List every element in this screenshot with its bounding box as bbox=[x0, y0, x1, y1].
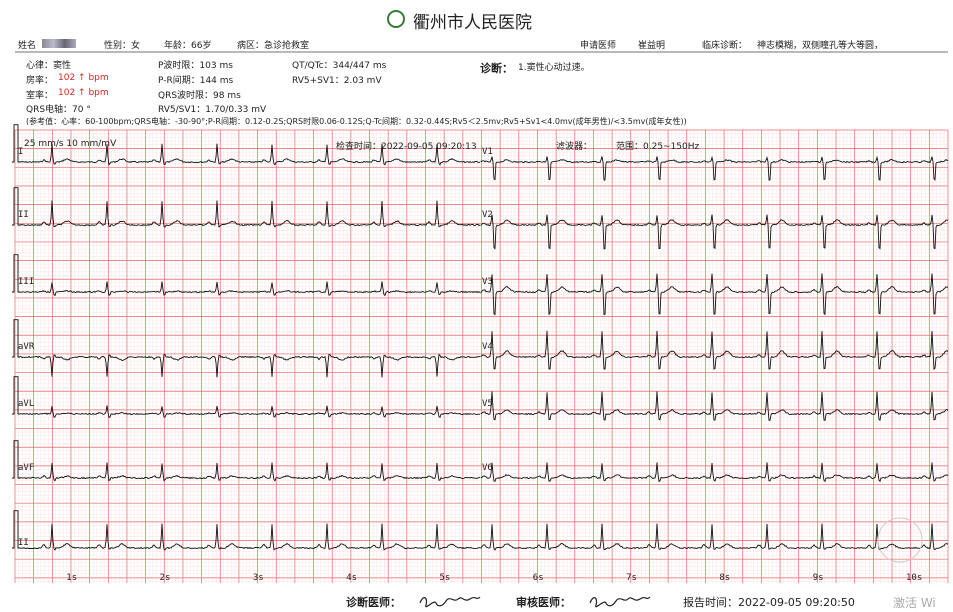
sex: 性别：女 bbox=[104, 41, 141, 51]
qrs-axis: QRS电轴：70 ° bbox=[26, 105, 91, 115]
ventricular-value: 102 ↑ bpm bbox=[58, 88, 109, 98]
rhythm: 心律：窦性 bbox=[26, 61, 72, 71]
second-label: 4s bbox=[346, 573, 357, 583]
lead-label: I bbox=[18, 147, 23, 157]
calibration bbox=[12, 254, 20, 293]
lead-label: V1 bbox=[482, 147, 493, 157]
ecg-trace bbox=[480, 391, 949, 422]
interpretation: 1.窦性心动过速。 bbox=[518, 63, 590, 73]
second-label: 1s bbox=[66, 573, 77, 583]
name-label: 姓名 bbox=[18, 41, 37, 51]
calibration bbox=[12, 124, 20, 163]
qrs-duration: QRS波时限：98 ms bbox=[158, 91, 241, 101]
age: 年龄：66岁 bbox=[164, 41, 212, 51]
atrial-value: 102 ↑ bpm bbox=[58, 73, 109, 83]
calibration bbox=[12, 319, 20, 358]
hospital-name: 衢州市人民医院 bbox=[413, 13, 532, 33]
ecg-trace bbox=[480, 155, 949, 181]
lead-labels: I V1 II V2 III V3 aVR V4 aVL V5 aVF V6 II 1s 2s 3s 4s 5s 6… bbox=[18, 147, 922, 583]
ecg-settings: 25 mm/s 10 mm/mV bbox=[24, 139, 117, 149]
atrial-label: 房率： bbox=[26, 76, 54, 86]
ecg-trace bbox=[19, 353, 480, 378]
calibration bbox=[12, 510, 20, 549]
p-duration: P波时限：103 ms bbox=[158, 61, 233, 71]
filter-range: 范围：0.25~150Hz bbox=[616, 142, 700, 152]
diagnosis-label: 临床诊断： bbox=[702, 41, 748, 51]
doctor: 崔益明 bbox=[638, 41, 666, 51]
second-label: 3s bbox=[253, 573, 264, 583]
second-label: 5s bbox=[440, 573, 451, 583]
ventricular-label: 室率： bbox=[26, 91, 54, 101]
second-label: 2s bbox=[160, 573, 171, 583]
reviewing-label: 审核医师： bbox=[516, 596, 571, 609]
calibration bbox=[12, 187, 20, 226]
lead-label: V4 bbox=[482, 342, 493, 352]
ecg-trace bbox=[480, 273, 949, 316]
signature bbox=[419, 596, 481, 608]
ecg-trace bbox=[19, 462, 480, 482]
rv5-plus-sv1: RV5+SV1：2.03 mV bbox=[292, 76, 382, 86]
lead-label: V6 bbox=[482, 463, 493, 473]
ecg-trace bbox=[480, 214, 949, 250]
ecg-trace bbox=[19, 200, 481, 228]
filter: 滤波器： bbox=[556, 142, 593, 152]
lead-label: V3 bbox=[482, 277, 493, 287]
ward: 病区：急诊抢救室 bbox=[237, 41, 310, 51]
clinical-diagnosis: 神志模糊，双侧瞳孔等大等圆， bbox=[757, 41, 884, 51]
qt-qtc: QT/QTc：344/447 ms bbox=[292, 61, 387, 71]
ecg-trace bbox=[480, 462, 949, 483]
second-label: 8s bbox=[719, 573, 730, 583]
calibration bbox=[12, 376, 20, 415]
reference: (参考值：心率：60-100bpm;QRS电轴：-30-90°;P-R间期：0.… bbox=[26, 117, 687, 126]
lead-label: aVF bbox=[18, 463, 34, 473]
diagnosing-label: 诊断医师： bbox=[346, 596, 401, 609]
pr-interval: P-R间期：144 ms bbox=[158, 76, 234, 86]
signature bbox=[589, 596, 651, 608]
report-time: 报告时间：2022-09-05 09:20:50 bbox=[683, 596, 855, 609]
ecg-trace bbox=[19, 281, 481, 297]
lead-label: II bbox=[18, 210, 29, 220]
lead-label: V5 bbox=[482, 399, 493, 409]
redacted bbox=[42, 39, 76, 48]
second-label: 6s bbox=[533, 573, 544, 583]
traces bbox=[12, 124, 949, 551]
lead-label: aVL bbox=[18, 399, 34, 409]
ecg-trace bbox=[480, 330, 949, 371]
interpretation-label: 诊断： bbox=[480, 62, 513, 75]
second-label: 10s bbox=[906, 573, 922, 583]
second-label: 7s bbox=[626, 573, 637, 583]
watermark-icon bbox=[877, 517, 923, 563]
grid-major bbox=[14, 129, 949, 583]
rv5-sv1: RV5/SV1：1.70/0.33 mV bbox=[158, 105, 267, 115]
ecg-trace bbox=[19, 143, 481, 166]
ecg-trace bbox=[19, 405, 481, 418]
doctor-label: 申请医师 bbox=[580, 41, 617, 51]
lead-label: III bbox=[18, 277, 34, 287]
exam-time: 检查时间：2022-09-05 09:20:13 bbox=[336, 142, 477, 152]
calibration bbox=[12, 440, 20, 479]
lead-label: V2 bbox=[482, 210, 493, 220]
second-label: 9s bbox=[813, 573, 824, 583]
watermark: 激活 Wi bbox=[893, 596, 936, 610]
logo bbox=[387, 10, 405, 28]
lead-label: aVR bbox=[18, 342, 35, 352]
lead-label: II bbox=[18, 538, 29, 548]
ecg-trace bbox=[19, 523, 949, 551]
